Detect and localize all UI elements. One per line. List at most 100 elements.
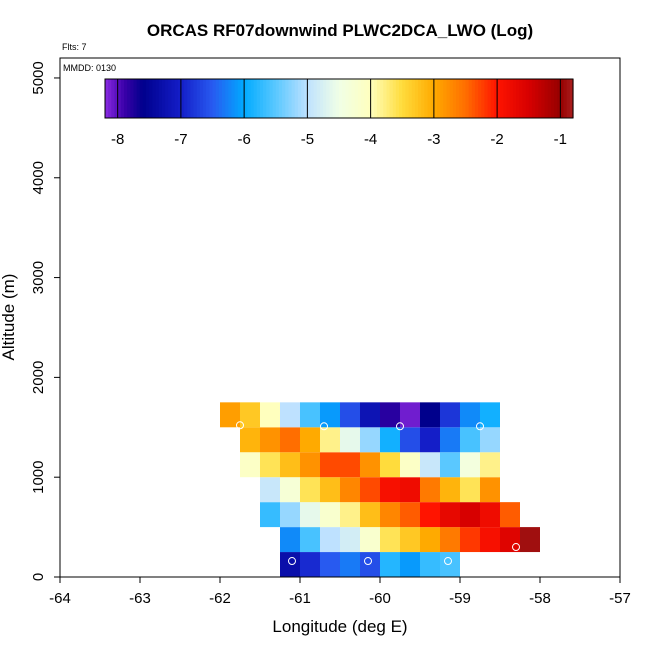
colorbar-segment [215,79,220,118]
colorbar-segment [111,79,116,118]
colorbar-segment [351,79,356,118]
colorbar-segment [427,79,432,118]
heatmap-cell [280,502,300,528]
colorbar-segment [130,79,135,118]
colorbar-segment [297,79,302,118]
heatmap-cell [320,452,340,478]
heatmap-cell [320,402,340,428]
colorbar-segment [484,79,489,118]
y-axis: 0 1000 2000 3000 4000 5000 [30,61,60,581]
heatmap-cell [360,527,380,553]
colorbar-segment [152,79,157,118]
colorbar-segment [288,79,293,118]
x-tick-label: -57 [609,590,631,607]
heatmap-cell [340,452,360,478]
colorbar-segment [146,79,150,118]
heatmap-cell [260,452,280,478]
colorbar-segment [519,79,524,118]
y-tick-label: 3000 [30,261,47,294]
colorbar-segment [339,79,343,118]
flight-marker [236,421,244,430]
colorbar-segment [266,79,271,118]
colorbar-segment [443,79,448,118]
colorbar-segment [117,79,122,118]
colorbar-segment [320,79,324,118]
colorbar-segment [196,79,201,118]
heatmap-cell [340,402,360,428]
heatmap-cell [320,477,340,503]
heatmap-cell [340,502,360,528]
heatmap-cell [340,527,360,553]
heatmap-cell [360,502,380,528]
colorbar-segment [310,79,315,118]
colorbar-segment [554,79,558,118]
heatmap-cell [480,402,500,428]
colorbar-segment [294,79,299,118]
colorbar-segment [228,79,233,118]
colorbar-segment [430,79,435,118]
heatmap-cell [260,402,280,428]
x-tick-label: -63 [129,590,151,607]
colorbar-segment [335,79,340,118]
colorbar-segment [285,79,290,118]
colorbar-segment [149,79,154,118]
heatmap-cell [400,402,420,428]
heatmap-cell [480,477,500,503]
colorbar-segment [345,79,350,118]
colorbar-segment [462,79,467,118]
colorbar-segment [512,79,517,118]
heatmap-cell [440,452,460,478]
x-tick-label: -60 [369,590,391,607]
heatmap-cell [280,452,300,478]
colorbar-segment [247,79,252,118]
colorbar-segment [418,79,422,118]
colorbar-segment [550,79,555,118]
colorbar-segment [490,79,495,118]
colorbar-segment [563,79,568,118]
heatmap-cell [320,427,340,453]
heatmap-cell [240,402,260,428]
colorbar-segment [569,79,574,118]
heatmap-cell [360,552,380,577]
heatmap-cell [320,502,340,528]
colorbar-segment [405,79,410,118]
colorbar-segment [433,79,438,118]
colorbar-segment [237,79,242,118]
colorbar-segment [184,79,188,118]
colorbar-segment [105,79,109,118]
colorbar-segment [408,79,413,118]
colorbar-segment [108,79,112,118]
heatmap-cell [300,502,320,528]
x-tick-label: -61 [289,590,311,607]
y-tick-label: 4000 [30,161,47,194]
heatmap-cell [360,477,380,503]
colorbar-segment [136,79,141,118]
colorbar-segment [487,79,492,118]
colorbar-segment [367,79,372,118]
colorbar-segment [323,79,327,118]
colorbar-segment [516,79,520,118]
colorbar-segment [187,79,191,118]
colorbar-segment [541,79,546,118]
colorbar-tick-label: -6 [237,131,250,148]
x-tick-label: -59 [449,590,471,607]
colorbar-segment [357,79,362,118]
colorbar-segment [231,79,236,118]
colorbar-segment [329,79,334,118]
colorbar-segment [348,79,353,118]
y-tick-label: 5000 [30,61,47,94]
heatmap-cell [260,477,280,503]
colorbar-segment [193,79,198,118]
heatmap-cell [460,527,480,553]
colorbar-segment [538,79,542,118]
colorbar-segment [440,79,444,118]
heatmap-cell [420,552,440,577]
heatmap-cell [500,527,520,553]
colorbar-segment [240,79,245,118]
colorbar-segment [557,79,561,118]
heatmap-cell [440,427,460,453]
heatmap-cell [400,427,420,453]
heatmap-cell [300,552,320,577]
heatmap-cell [360,427,380,453]
colorbar-segment [225,79,229,118]
